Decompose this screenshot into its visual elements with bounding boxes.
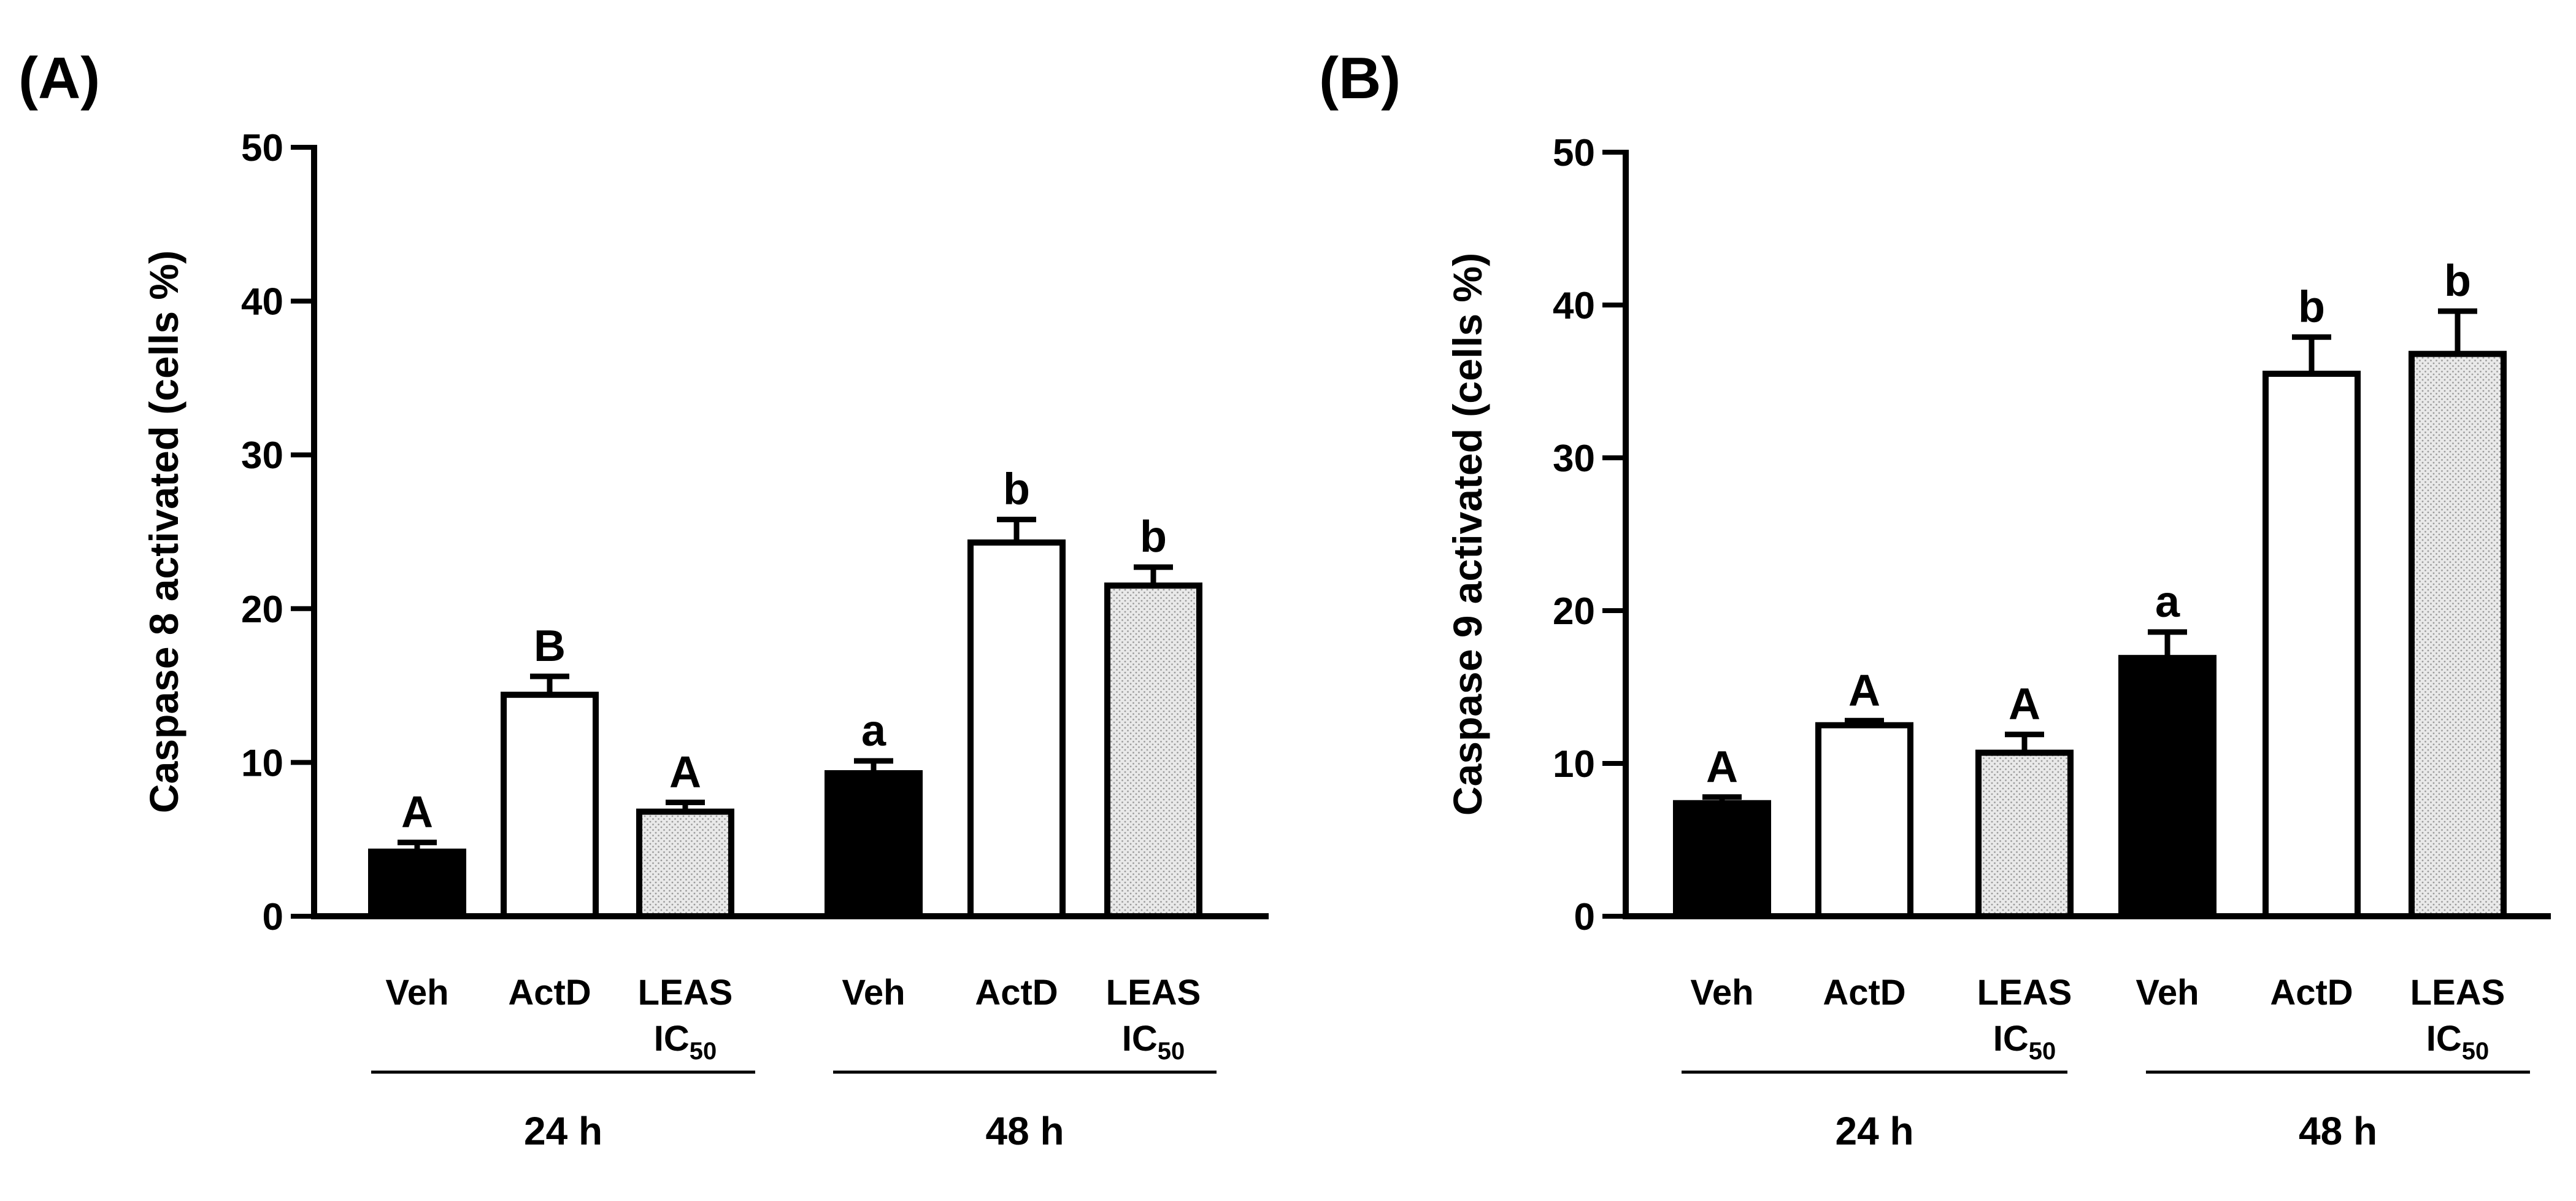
significance-letter: b (2298, 282, 2325, 331)
significance-letter: b (1003, 465, 1030, 514)
bar-actd-24h (1815, 722, 1913, 919)
category-sublabel: IC50 (654, 1019, 717, 1065)
category-label: Veh (842, 973, 905, 1013)
y-tick-label: 10 (241, 742, 283, 784)
sublabel-subscript: 50 (2462, 1038, 2489, 1065)
significance-letter: A (401, 788, 433, 837)
y-tick-label: 20 (1553, 590, 1595, 633)
y-axis-label: Caspase 9 activated (cells %) (1445, 253, 1490, 816)
sublabel-subscript: 50 (1158, 1038, 1185, 1065)
significance-letter: A (1848, 666, 1880, 715)
panel-a: (A) Caspase 8 activated (cells %) 0 10 20 30 4… (18, 45, 1269, 1153)
y-tick-label: 0 (263, 896, 283, 938)
category-label: ActD (975, 973, 1058, 1013)
category-label: LEAS (2410, 973, 2505, 1013)
group-label: 48 h (985, 1109, 1064, 1153)
significance-letter: a (2155, 577, 2180, 627)
bar-veh-48h (825, 770, 923, 920)
sublabel-main: IC (2426, 1019, 2462, 1059)
group-label: 24 h (524, 1109, 602, 1153)
sublabel-subscript: 50 (690, 1038, 717, 1065)
category-sublabel: IC50 (2426, 1019, 2489, 1065)
bar-actd-48h (967, 539, 1066, 919)
category-label: ActD (508, 973, 591, 1013)
category-label: ActD (2270, 973, 2353, 1013)
y-tick-label: 40 (1553, 285, 1595, 327)
y-tick-label: 0 (1574, 896, 1595, 938)
sublabel-main: IC (654, 1019, 690, 1059)
significance-letter: A (2009, 680, 2040, 729)
significance-letter: A (1706, 743, 1738, 792)
sublabel-main: IC (1993, 1019, 2029, 1059)
bar-leas-24h (636, 808, 734, 920)
y-tick-label: 40 (241, 281, 283, 323)
category-label: LEAS (1977, 973, 2072, 1013)
y-tick-label: 10 (1553, 743, 1595, 786)
significance-letter: a (861, 706, 886, 755)
y-tick-label: 20 (241, 589, 283, 631)
bar-leas-24h (1975, 749, 2074, 919)
y-axis-label: Caspase 8 activated (cells %) (141, 250, 186, 813)
bar-leas-48h (1104, 582, 1202, 919)
group-label: 24 h (1835, 1109, 1913, 1153)
sublabel-subscript: 50 (2029, 1038, 2056, 1065)
significance-letter: b (1140, 512, 1167, 562)
category-label: Veh (1690, 973, 1753, 1013)
bar-veh-24h (1673, 800, 1771, 919)
bar-leas-48h (2409, 350, 2507, 919)
category-label: LEAS (1106, 973, 1201, 1013)
significance-letter: b (2444, 257, 2471, 306)
group-label: 48 h (2299, 1109, 2377, 1153)
bar-veh-48h (2118, 655, 2217, 919)
y-tick-label: 30 (241, 434, 283, 477)
panel-label: (B) (1319, 45, 1401, 111)
sublabel-main: IC (1122, 1019, 1158, 1059)
category-label: Veh (2136, 973, 2199, 1013)
panel-label: (A) (18, 45, 100, 111)
category-sublabel: IC50 (1122, 1019, 1185, 1065)
significance-letter: B (534, 622, 566, 671)
category-sublabel: IC50 (1993, 1019, 2056, 1065)
significance-letter: A (669, 748, 701, 797)
y-tick-label: 50 (241, 127, 283, 169)
bar-veh-24h (368, 848, 466, 920)
bar-actd-24h (501, 692, 599, 919)
y-tick-label: 30 (1553, 438, 1595, 480)
category-label: LEAS (638, 973, 733, 1013)
category-label: Veh (385, 973, 448, 1013)
panel-b: (B) Caspase 9 activated (cells %) 0 10 20 30 4… (1319, 45, 2551, 1153)
category-label: ActD (1823, 973, 1905, 1013)
bar-actd-48h (2263, 371, 2361, 919)
y-tick-label: 50 (1553, 132, 1595, 174)
